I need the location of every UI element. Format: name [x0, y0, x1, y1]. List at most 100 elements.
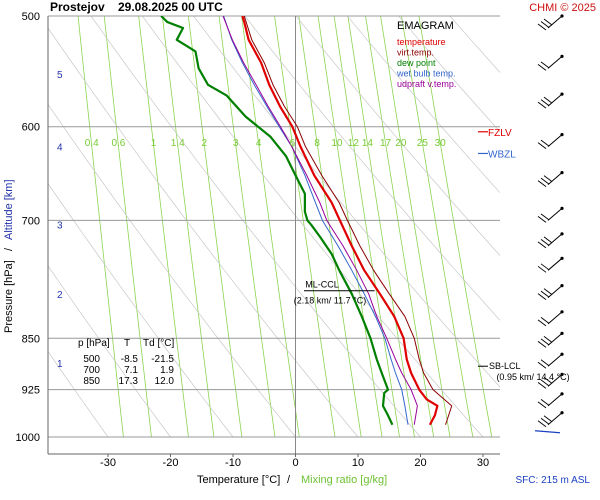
sounding-series [160, 16, 453, 426]
x-axis-label-temp: Temperature [°C] [197, 474, 280, 486]
ml-ccl-label: ML-CCL [305, 280, 339, 290]
dry-adiabat-line [295, 16, 500, 257]
dry-adiabat-line [48, 265, 171, 438]
mixing-ratio-label: 0.6 [111, 138, 125, 149]
wind-barb-icon [537, 331, 564, 348]
pressure-tick-label: 700 [22, 215, 40, 227]
mixing-ratio-line [218, 16, 276, 438]
legend-entry: udpraft v.temp. [397, 79, 456, 89]
wind-barb-icon [537, 352, 564, 369]
mixing-ratio-line [347, 16, 415, 438]
station-title: Prostejov [50, 0, 105, 14]
table-header: T [124, 338, 130, 349]
y-axis-label-pressure: Pressure [hPa] [3, 260, 15, 333]
dry-adiabat-line [193, 16, 500, 388]
dry-adiabats [48, 16, 500, 438]
legend-entry: dew point [397, 58, 436, 68]
wind-barb-icon [537, 92, 564, 109]
sb-lcl-detail: (0.95 km/ 14.4 °C) [496, 372, 569, 382]
legend-entry: wet bulb temp. [396, 69, 456, 79]
mixing-ratio-label: 20 [395, 138, 407, 149]
table-cell: -8.5 [121, 354, 139, 365]
wind-barb-icon [537, 411, 564, 428]
table-cell: 700 [83, 365, 100, 376]
x-axis-label-sep: / [287, 474, 291, 486]
mixing-ratio-lines [77, 16, 493, 438]
wind-barb-icon [537, 310, 564, 327]
level-lines: FZLV WBZL [478, 128, 516, 160]
level-label: FZLV [488, 128, 512, 139]
table-header: Td [°C] [143, 338, 174, 349]
x-tick-label: 20 [414, 457, 426, 469]
table-cell: -21.5 [151, 354, 174, 365]
dry-adiabat-line [48, 27, 359, 438]
datetime-title: 29.08.2025 00 UTC [118, 0, 223, 14]
pressure-tick-label: 1000 [16, 432, 40, 444]
mixing-ratio-label: 30 [435, 138, 447, 149]
credit: CHMI © 2025 [529, 2, 596, 14]
mixing-ratio-label: 6 [290, 138, 296, 149]
x-tick-label: -10 [225, 457, 241, 469]
mixing-ratio-line [77, 16, 124, 438]
altitude-tick-label: 5 [57, 70, 63, 81]
mixing-ratio-label: 25 [417, 138, 429, 149]
series-udpraft-v-temp [222, 16, 418, 425]
y-axis-label-altitude: Altitude [km] [3, 179, 15, 240]
mixing-ratio-label: 17 [380, 138, 392, 149]
wind-barb-icon [537, 232, 564, 249]
pressure-tick-label: 500 [22, 11, 40, 23]
wind-barb-icon [537, 372, 564, 389]
mixing-ratio-line [365, 16, 435, 438]
series-virt-temp [243, 16, 453, 425]
mixing-ratio-line [401, 16, 474, 438]
mixing-ratio-line [274, 16, 336, 438]
mixing-ratio-label: 14 [362, 138, 374, 149]
legend-entry: temperature [397, 37, 446, 47]
table-cell: 850 [83, 376, 100, 387]
dry-adiabat-line [244, 16, 500, 321]
mixing-ratio-label: 10 [331, 138, 343, 149]
table-header: p [hPa] [78, 338, 110, 349]
x-axis-label-mix: Mixing ratio [g/kg] [301, 474, 387, 486]
dry-adiabat-line [90, 16, 421, 438]
dry-adiabat-line [346, 16, 500, 194]
mixing-ratio-label: 12 [348, 138, 360, 149]
mixing-ratio-label: 4 [256, 138, 262, 149]
mixing-ratio-line [317, 16, 383, 438]
level-label: WBZL [488, 149, 516, 160]
pressure-tick-label: 925 [22, 385, 40, 397]
x-tick-label: 30 [477, 457, 489, 469]
sb-lcl-label: SB-LCL [489, 361, 521, 371]
surface-wind-line [534, 430, 561, 434]
altitude-tick-label: 2 [57, 290, 63, 301]
legend-entry: virt.temp. [397, 48, 434, 58]
table-cell: 7.1 [124, 365, 138, 376]
wind-barbs [534, 14, 564, 434]
dry-adiabat-line [48, 182, 234, 438]
mixing-ratio-label: 2 [201, 138, 207, 149]
series-dew-point [160, 16, 394, 426]
mixing-ratio-line [241, 16, 300, 438]
mixing-ratio-line [187, 16, 243, 438]
chart-grid [47, 15, 500, 455]
mixing-ratio-label: 8 [314, 138, 320, 149]
mixing-ratio-line [161, 16, 215, 438]
chart-annotations: ML-CCL (2.18 km/ 11.7 °C) SB-LCL(0.95 km/ … [78, 280, 570, 387]
wind-barb-icon [537, 171, 564, 187]
mixing-ratio-label: 1.4 [171, 138, 185, 149]
pressure-tick-label: 600 [22, 122, 40, 134]
mixing-ratio-label: 0.4 [85, 138, 99, 149]
mixing-ratio-label: 3 [233, 138, 239, 149]
dry-adiabat-line [48, 350, 109, 438]
mixing-ratio-line [380, 16, 451, 438]
series-temperature [241, 16, 439, 426]
series-wet-bulb-temp [223, 16, 409, 425]
mixing-ratio-line [333, 16, 400, 438]
table-cell: 1.9 [160, 365, 174, 376]
table-cell: 12.0 [155, 376, 175, 387]
dry-adiabat-line [141, 16, 484, 438]
table-cell: 500 [83, 354, 100, 365]
